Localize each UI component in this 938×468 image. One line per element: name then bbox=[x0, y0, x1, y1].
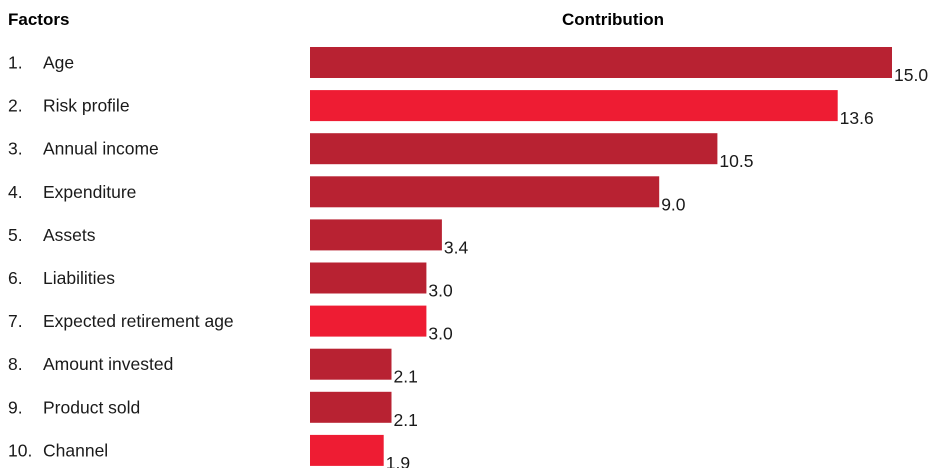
factor-rank: 1. bbox=[8, 53, 23, 73]
contribution-bar bbox=[310, 47, 892, 78]
factor-rank: 10. bbox=[8, 440, 32, 460]
bar-value-label: 1.9 bbox=[386, 453, 410, 468]
factor-label: Annual income bbox=[43, 139, 159, 159]
factor-label: Expected retirement age bbox=[43, 311, 234, 331]
contribution-bar bbox=[310, 219, 442, 251]
factor-label: Assets bbox=[43, 225, 96, 245]
factor-rank: 7. bbox=[8, 311, 23, 331]
contribution-bar bbox=[310, 434, 384, 466]
contribution-bar bbox=[310, 133, 718, 165]
factor-rank: 2. bbox=[8, 96, 23, 116]
bar-value-label: 3.4 bbox=[444, 237, 469, 257]
bar-value-label: 3.0 bbox=[428, 324, 453, 344]
contribution-bar bbox=[310, 305, 427, 337]
factor-label: Expenditure bbox=[43, 182, 136, 202]
contribution-header: Contribution bbox=[562, 10, 664, 29]
bar-value-label: 2.1 bbox=[393, 410, 417, 430]
bar-value-label: 2.1 bbox=[393, 367, 417, 387]
factor-label: Product sold bbox=[43, 397, 140, 417]
bar-value-label: 10.5 bbox=[719, 151, 753, 171]
bar-value-label: 3.0 bbox=[428, 281, 453, 301]
contribution-bar bbox=[310, 176, 660, 208]
factor-label: Channel bbox=[43, 440, 108, 460]
factor-rank: 8. bbox=[8, 354, 23, 374]
contribution-bar bbox=[310, 262, 427, 294]
factor-label: Risk profile bbox=[43, 96, 130, 116]
contribution-bar bbox=[310, 90, 838, 122]
factor-rank: 9. bbox=[8, 397, 23, 417]
contribution-bar bbox=[310, 348, 392, 380]
factor-rank: 6. bbox=[8, 268, 23, 288]
factor-rank: 3. bbox=[8, 139, 23, 159]
bar-value-label: 13.6 bbox=[840, 108, 874, 128]
bar-value-label: 15.0 bbox=[894, 65, 928, 85]
factors-header: Factors bbox=[8, 10, 70, 29]
factor-label: Amount invested bbox=[43, 354, 173, 374]
factor-label: Liabilities bbox=[43, 268, 115, 288]
factor-rank: 5. bbox=[8, 225, 23, 245]
bar-value-label: 9.0 bbox=[661, 194, 686, 214]
factor-rank: 4. bbox=[8, 182, 23, 202]
factor-label: Age bbox=[43, 53, 74, 73]
contribution-bar bbox=[310, 391, 392, 423]
